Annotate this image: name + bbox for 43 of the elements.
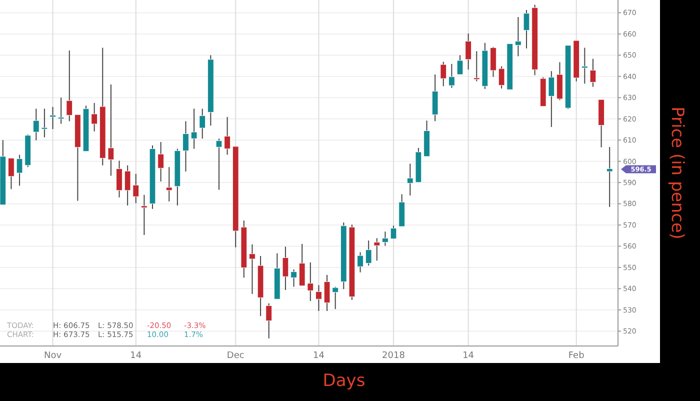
- candlestick: [290, 268, 297, 288]
- candlestick: [432, 74, 438, 122]
- candlestick: [66, 50, 72, 122]
- candlestick: [116, 160, 122, 198]
- x-tick-label: Nov: [44, 351, 62, 361]
- candlestick: [606, 146, 613, 208]
- candlestick: [182, 120, 189, 172]
- candlestick: [249, 244, 256, 294]
- candlestick: [590, 58, 596, 88]
- candlestick: [523, 9, 530, 49]
- candlestick: [141, 194, 148, 236]
- candlestick: [8, 158, 14, 190]
- x-axis-title: Days: [322, 371, 366, 391]
- candlestick: [158, 142, 164, 182]
- candlestick: [190, 108, 198, 150]
- candlestick: [374, 238, 380, 262]
- candlestick: [456, 54, 464, 76]
- candlestick: [216, 138, 222, 190]
- x-tick-label: Feb: [568, 351, 585, 361]
- candlestick: [448, 63, 455, 88]
- candlestick: [515, 16, 522, 57]
- candlestick: [390, 225, 397, 240]
- candlestick: [490, 46, 496, 78]
- x-tick-label: 14: [312, 351, 325, 361]
- candlestick: [224, 116, 230, 156]
- y-axis-title: Price (in pence): [667, 106, 687, 240]
- candlestick: [382, 231, 388, 246]
- candlestick: [266, 302, 272, 339]
- candlestick: [166, 166, 172, 202]
- x-tick-label: 2018: [382, 351, 406, 361]
- candlestick: [357, 252, 364, 273]
- x-tick-label: 14: [130, 351, 142, 361]
- candlestick: [50, 106, 56, 130]
- candlestick: [440, 61, 446, 87]
- candlestick: [316, 284, 322, 312]
- x-tick-label: Dec: [226, 351, 244, 361]
- candlestick: [58, 97, 64, 124]
- candlestick: [365, 240, 372, 266]
- x-tick-label: 14: [462, 351, 474, 361]
- candlestick: [465, 33, 472, 70]
- candlestick: [582, 47, 588, 84]
- candlestick: [199, 108, 206, 140]
- candlestick: [91, 102, 98, 132]
